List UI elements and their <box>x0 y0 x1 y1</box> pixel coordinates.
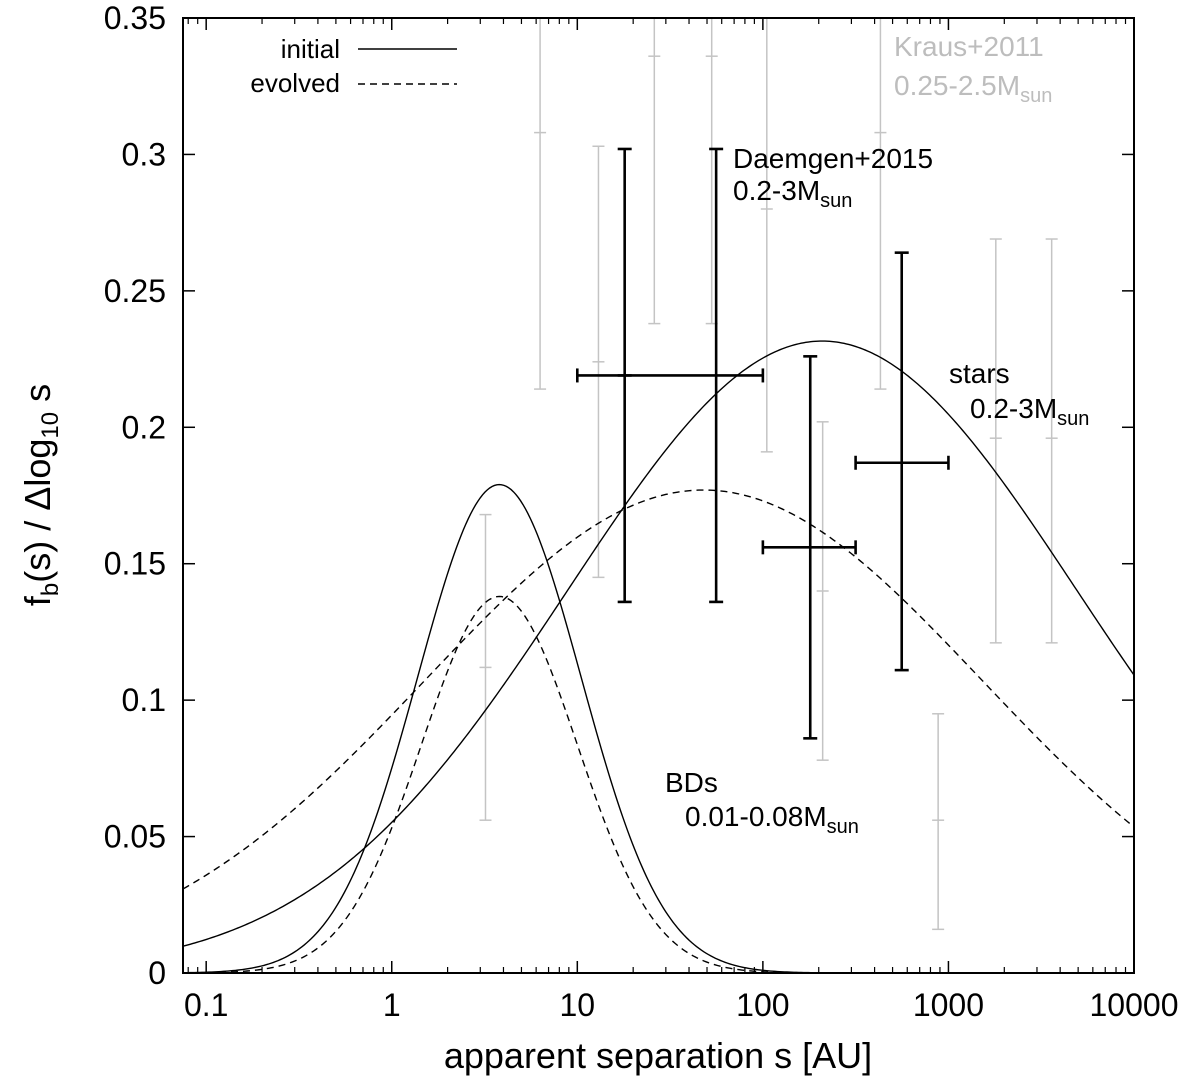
bds-mass-text: 0.01-0.08M <box>685 801 827 832</box>
y-label-mid: (s) / Δlog <box>17 439 58 583</box>
x-tick-label: 0.1 <box>184 987 228 1023</box>
distribution-curves <box>182 340 1135 974</box>
bds-initial-curve <box>182 483 1134 974</box>
kraus-2011-errorbars <box>479 18 1058 931</box>
stars-evolved-curve <box>182 489 1135 890</box>
kraus-mass-text: 0.25-2.5M <box>894 70 1020 101</box>
x-tick-label: 10 <box>560 987 596 1023</box>
y-tick-label: 0.3 <box>122 136 166 172</box>
y-label-f: f <box>17 595 58 606</box>
daemgen-mass-range: 0.2-3Msun <box>733 175 852 212</box>
stars-label: stars <box>949 358 1010 389</box>
legend-label-initial: initial <box>281 34 340 64</box>
kraus-label: Kraus+2011 <box>894 31 1044 62</box>
y-tick-label: 0.05 <box>104 819 166 855</box>
axis-ticks <box>183 17 1135 974</box>
y-label-sub-b: b <box>37 583 64 596</box>
plot-frame <box>182 17 1135 974</box>
kraus-mass-sub: sun <box>1020 85 1052 107</box>
bds-mass-sub: sun <box>827 816 859 838</box>
bds-evolved-curve <box>182 595 1134 974</box>
x-tick-label: 1000 <box>913 987 984 1023</box>
legend-label-evolved: evolved <box>250 68 340 98</box>
y-label-end: s <box>17 384 58 412</box>
y-tick-label: 0.15 <box>104 546 166 582</box>
y-tick-label: 0.2 <box>122 409 166 445</box>
x-tick-label: 10000 <box>1090 987 1179 1023</box>
y-tick-label: 0.1 <box>122 682 166 718</box>
stars-initial-curve <box>182 340 1135 947</box>
stars-mass-sub: sun <box>1057 408 1089 430</box>
x-tick-label: 1 <box>383 987 401 1023</box>
y-axis-label: fb(s) / Δlog10 s <box>17 384 64 606</box>
x-axis-label: apparent separation s [AU] <box>444 1035 872 1076</box>
bds-label: BDs <box>665 767 718 798</box>
y-tick-label: 0 <box>148 955 166 991</box>
daemgen-label: Daemgen+2015 <box>733 143 933 174</box>
y-label-sub-10: 10 <box>37 412 64 439</box>
daemgen-mass-text: 0.2-3M <box>733 175 820 206</box>
kraus-mass-range: 0.25-2.5Msun <box>894 70 1052 107</box>
y-tick-label: 0.25 <box>104 273 166 309</box>
y-tick-label: 0.35 <box>104 0 166 36</box>
bds-mass-range: 0.01-0.08Msun <box>685 801 859 838</box>
stars-mass-text: 0.2-3M <box>970 393 1057 424</box>
stars-mass-range: 0.2-3Msun <box>970 393 1089 430</box>
x-tick-label: 100 <box>736 987 789 1023</box>
daemgen-2015-errorbars <box>576 147 950 740</box>
legend: initial evolved <box>250 34 457 98</box>
daemgen-mass-sub: sun <box>820 190 852 212</box>
